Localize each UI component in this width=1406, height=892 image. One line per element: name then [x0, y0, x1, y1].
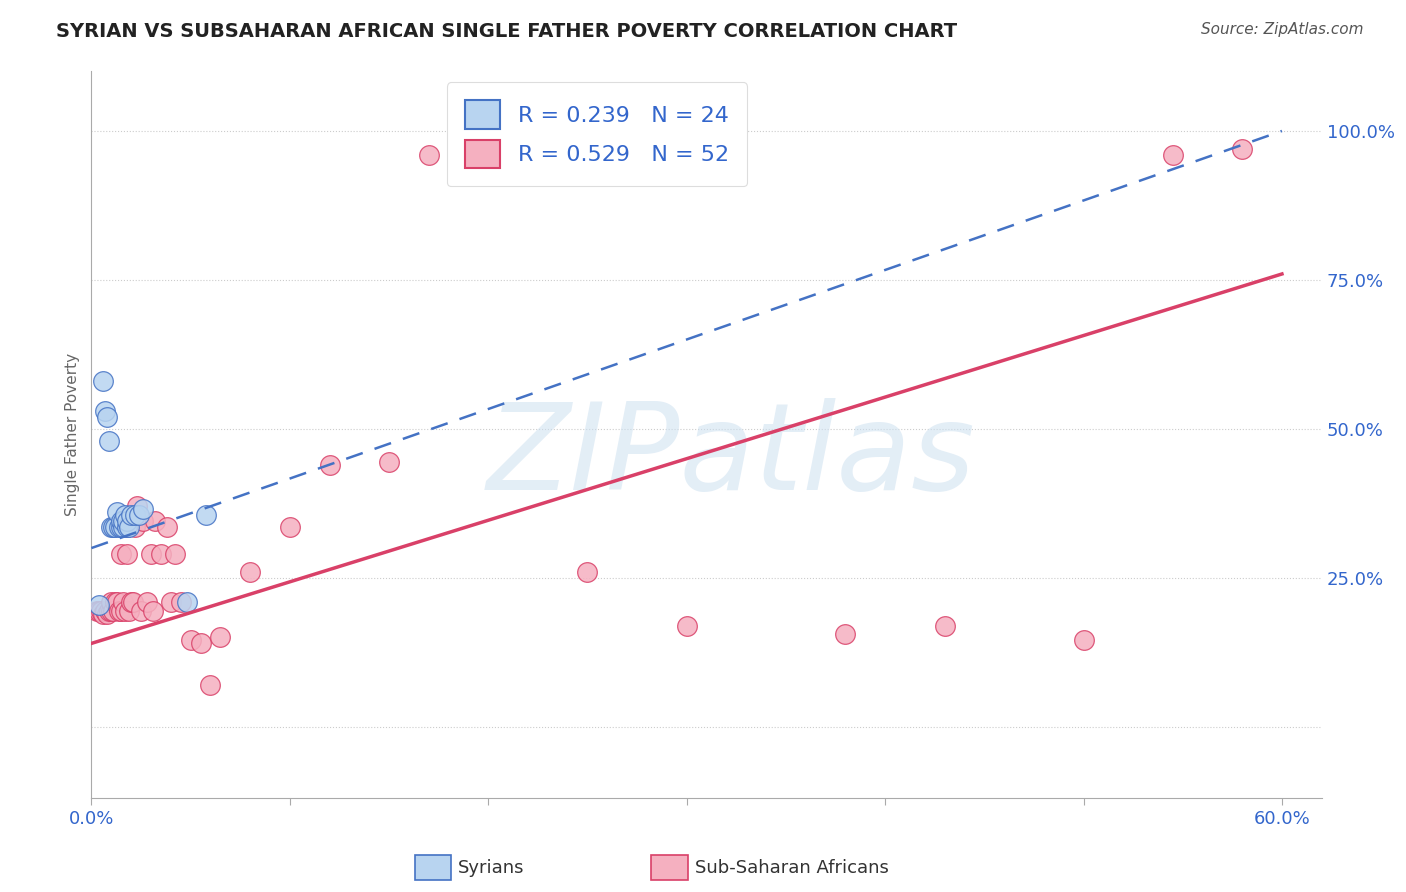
Point [105, 505, 128, 519]
Point [1073, 633, 1095, 648]
Y-axis label: Single Father Poverty: Single Father Poverty [65, 353, 80, 516]
Point [103, 520, 125, 534]
Point [477, 169, 499, 183]
Point [89, 598, 111, 612]
Point [104, 520, 127, 534]
Point [120, 508, 142, 523]
Point [239, 565, 262, 579]
Point [86, 604, 108, 618]
Point [115, 520, 138, 534]
Point [209, 631, 232, 645]
Point [278, 520, 301, 534]
Point [90, 604, 112, 618]
Point [108, 520, 131, 534]
Point [418, 148, 440, 162]
Point [675, 618, 697, 632]
Point [100, 604, 122, 618]
Point [136, 595, 159, 609]
Point [132, 502, 155, 516]
Point [96, 409, 118, 424]
Text: ZIPatlas: ZIPatlas [486, 398, 976, 516]
Point [112, 520, 135, 534]
Point [91, 607, 114, 621]
Point [378, 455, 401, 469]
Point [125, 500, 148, 514]
Point [94, 604, 117, 618]
Point [149, 547, 172, 561]
Text: Source: ZipAtlas.com: Source: ZipAtlas.com [1201, 22, 1364, 37]
Point [103, 604, 125, 618]
Point [115, 514, 138, 528]
Point [318, 458, 340, 472]
Text: SYRIAN VS SUBSAHARAN AFRICAN SINGLE FATHER POVERTY CORRELATION CHART: SYRIAN VS SUBSAHARAN AFRICAN SINGLE FATH… [56, 22, 957, 41]
Point [576, 565, 599, 579]
Point [143, 514, 166, 528]
Point [115, 520, 138, 534]
Point [176, 595, 198, 609]
Legend: R = 0.239   N = 24, R = 0.529   N = 52: R = 0.239 N = 24, R = 0.529 N = 52 [447, 82, 747, 186]
Point [118, 604, 141, 618]
Point [170, 595, 193, 609]
Point [132, 514, 155, 528]
Point [110, 520, 132, 534]
Point [180, 633, 202, 648]
Point [934, 618, 956, 632]
Point [104, 595, 127, 609]
Point [114, 604, 136, 618]
Point [115, 547, 138, 561]
Point [200, 678, 222, 692]
Point [89, 604, 111, 618]
Text: Sub-Saharan Africans: Sub-Saharan Africans [695, 859, 889, 877]
Point [110, 547, 132, 561]
Point [124, 520, 146, 534]
Point [156, 520, 179, 534]
Point [129, 604, 152, 618]
Point [163, 547, 186, 561]
Point [159, 595, 181, 609]
Point [100, 595, 122, 609]
Point [112, 514, 135, 528]
Point [91, 374, 114, 388]
Point [105, 595, 128, 609]
Point [128, 508, 150, 523]
Point [120, 595, 142, 609]
Point [1161, 148, 1184, 162]
Point [124, 508, 146, 523]
Point [139, 547, 162, 561]
Point [118, 520, 141, 534]
Point [195, 508, 218, 523]
Text: Syrians: Syrians [458, 859, 524, 877]
Point [834, 627, 856, 641]
Point [96, 607, 118, 621]
Point [1232, 142, 1254, 156]
Point [142, 604, 165, 618]
Point [100, 520, 122, 534]
Point [122, 595, 145, 609]
Point [114, 508, 136, 523]
Point [98, 604, 121, 618]
Point [112, 595, 135, 609]
Point [98, 434, 121, 448]
Point [94, 404, 117, 418]
Point [190, 636, 212, 650]
Point [108, 604, 131, 618]
Point [110, 604, 132, 618]
Point [110, 514, 132, 528]
